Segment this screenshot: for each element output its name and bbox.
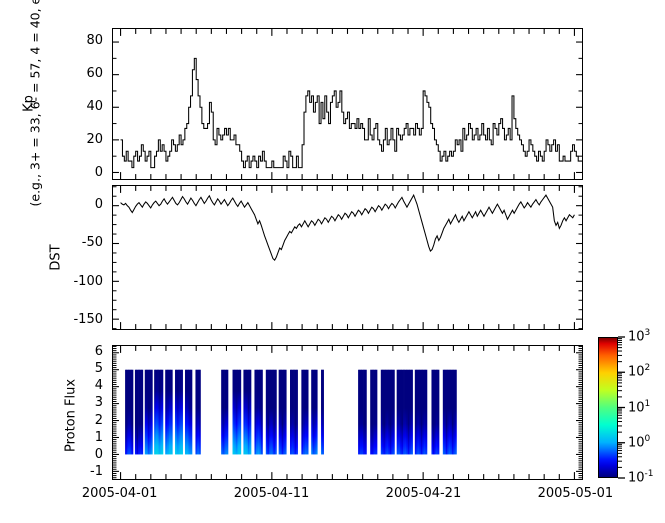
ytick-label: 5 bbox=[94, 361, 103, 377]
ytick-label: 0 bbox=[94, 447, 103, 463]
ytick-label: 1 bbox=[94, 429, 103, 445]
kp-plot-area bbox=[113, 29, 582, 179]
ytick-label: 60 bbox=[86, 66, 103, 82]
x-axis-tick-label: 2005-04-11 bbox=[233, 486, 310, 501]
ytick-label: 3 bbox=[94, 395, 103, 411]
ytick-label: 40 bbox=[86, 99, 103, 115]
colorbar-tick-marks bbox=[618, 336, 625, 479]
x-axis-tick-label: 2005-04-01 bbox=[81, 486, 158, 501]
ytick-label: 0 bbox=[94, 196, 103, 212]
colorbar-tick-label: 10-1 bbox=[628, 469, 654, 486]
kp-panel bbox=[112, 28, 583, 180]
proton-flux-plot-area bbox=[113, 346, 582, 479]
ytick-label: 20 bbox=[86, 132, 103, 148]
colorbar-tick-label: 100 bbox=[628, 433, 651, 451]
dst-plot-area bbox=[113, 186, 582, 329]
colorbar-tick-label: 103 bbox=[628, 328, 651, 345]
proton-flux-colorbar bbox=[598, 337, 618, 478]
colorbar-gradient bbox=[599, 338, 617, 477]
x-axis-tick-label: 2005-04-21 bbox=[385, 486, 462, 501]
ytick-label: 6 bbox=[94, 343, 103, 359]
colorbar-tick-label: 102 bbox=[628, 363, 651, 380]
ytick-label: 0 bbox=[94, 165, 103, 181]
ytick-label: -1 bbox=[90, 464, 103, 480]
proton-flux-panel bbox=[112, 345, 583, 480]
dst-panel bbox=[112, 185, 583, 330]
ytick-label: 4 bbox=[94, 378, 103, 394]
ytick-label: -150 bbox=[73, 312, 103, 328]
ytick-label: -50 bbox=[81, 235, 103, 251]
x-axis-tick-label: 2005-05-01 bbox=[537, 486, 614, 501]
colorbar-tick-label: 101 bbox=[628, 398, 651, 415]
ytick-label: -100 bbox=[73, 273, 103, 289]
ytick-label: 80 bbox=[86, 33, 103, 49]
ytick-label: 2 bbox=[94, 412, 103, 428]
